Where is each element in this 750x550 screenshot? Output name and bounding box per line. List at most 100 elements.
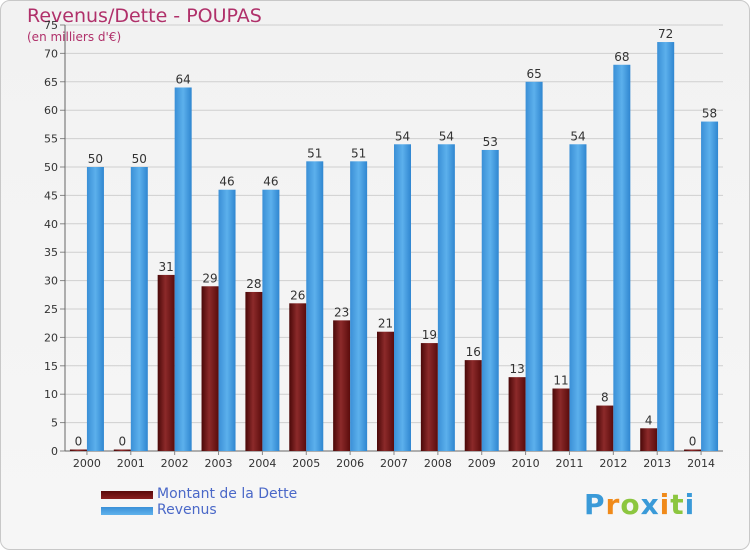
logo-letter: i xyxy=(659,488,671,521)
y-tick-label: 15 xyxy=(44,360,58,373)
data-label-dette: 16 xyxy=(466,345,481,359)
logo-letter: x xyxy=(640,488,660,521)
data-label-revenus: 72 xyxy=(658,27,673,41)
logo-letter: i xyxy=(684,488,696,521)
data-label-revenus: 54 xyxy=(395,129,410,143)
bar-revenus xyxy=(130,167,148,451)
y-tick-label: 40 xyxy=(44,218,58,231)
bar-dette xyxy=(289,303,307,451)
bar-dette xyxy=(508,377,526,451)
logo-letter: r xyxy=(605,488,621,521)
logo-letter: t xyxy=(670,488,685,521)
legend-swatch-revenus xyxy=(101,507,153,515)
bar-dette xyxy=(157,274,175,451)
data-label-revenus: 51 xyxy=(351,146,366,160)
data-label-dette: 31 xyxy=(159,260,174,274)
x-tick-label: 2013 xyxy=(643,457,671,470)
data-label-dette: 19 xyxy=(422,328,437,342)
legend-label-revenus: Revenus xyxy=(157,502,217,518)
bar-dette xyxy=(69,449,87,451)
x-tick-label: 2003 xyxy=(205,457,233,470)
x-tick-label: 2014 xyxy=(687,457,715,470)
data-label-revenus: 64 xyxy=(176,72,191,86)
bar-revenus xyxy=(306,161,324,451)
x-tick-label: 2007 xyxy=(380,457,408,470)
data-label-dette: 26 xyxy=(290,288,305,302)
data-label-dette: 0 xyxy=(118,435,126,449)
bar-dette xyxy=(552,388,570,451)
y-tick-label: 65 xyxy=(44,76,58,89)
bar-dette xyxy=(245,291,263,451)
y-tick-label: 0 xyxy=(51,445,58,458)
x-tick-label: 2009 xyxy=(468,457,496,470)
data-label-revenus: 50 xyxy=(132,152,147,166)
y-tick-label: 20 xyxy=(44,331,58,344)
data-label-revenus: 68 xyxy=(614,50,629,64)
bar-dette xyxy=(377,331,394,451)
data-label-revenus: 46 xyxy=(263,175,278,189)
bar-dette xyxy=(464,360,482,451)
logo-letter: o xyxy=(620,488,641,521)
y-tick-label: 55 xyxy=(44,133,58,146)
bar-dette xyxy=(333,320,351,451)
x-tick-label: 2002 xyxy=(161,457,189,470)
data-label-revenus: 50 xyxy=(88,152,103,166)
bar-revenus xyxy=(613,64,631,451)
x-tick-label: 2012 xyxy=(599,457,627,470)
bar-dette xyxy=(201,286,219,451)
data-label-dette: 28 xyxy=(246,277,261,291)
data-label-revenus: 53 xyxy=(483,135,498,149)
data-label-dette: 4 xyxy=(645,413,653,427)
x-tick-label: 2006 xyxy=(336,457,364,470)
data-label-revenus: 58 xyxy=(702,107,717,121)
bar-dette xyxy=(596,405,614,451)
bar-revenus xyxy=(525,81,543,452)
bar-revenus xyxy=(174,87,192,451)
bar-revenus xyxy=(218,189,236,451)
x-tick-label: 2005 xyxy=(292,457,320,470)
x-tick-label: 2001 xyxy=(117,457,145,470)
data-label-revenus: 46 xyxy=(219,175,234,189)
legend-label-dette: Montant de la Dette xyxy=(157,486,298,502)
chart-subtitle: (en milliers d'€) xyxy=(27,30,122,44)
y-tick-label: 10 xyxy=(44,388,58,401)
y-tick-label: 25 xyxy=(44,303,58,316)
bar-revenus xyxy=(657,42,675,451)
bar-revenus xyxy=(86,167,104,451)
data-label-dette: 0 xyxy=(689,435,697,449)
proxiti-logo: Proxiti xyxy=(584,488,695,521)
data-label-revenus: 51 xyxy=(307,146,322,160)
y-tick-label: 5 xyxy=(51,417,58,430)
data-label-dette: 11 xyxy=(553,374,568,388)
bar-dette xyxy=(420,343,438,451)
x-tick-label: 2008 xyxy=(424,457,452,470)
x-tick-label: 2011 xyxy=(555,457,583,470)
bar-revenus xyxy=(262,189,280,451)
data-label-dette: 23 xyxy=(334,305,349,319)
bar-revenus xyxy=(394,144,411,451)
data-label-revenus: 54 xyxy=(439,129,454,143)
x-tick-label: 2000 xyxy=(73,457,101,470)
y-tick-label: 70 xyxy=(44,47,58,60)
bar-revenus xyxy=(481,149,499,451)
y-tick-label: 60 xyxy=(44,104,58,117)
data-label-revenus: 54 xyxy=(570,129,585,143)
bar-revenus xyxy=(701,121,719,451)
logo-letter: P xyxy=(584,488,606,521)
data-label-dette: 21 xyxy=(378,317,393,331)
data-label-dette: 29 xyxy=(202,271,217,285)
y-tick-label: 35 xyxy=(44,246,58,259)
y-tick-label: 45 xyxy=(44,189,58,202)
data-label-dette: 8 xyxy=(601,391,609,405)
bar-revenus xyxy=(569,144,587,451)
x-tick-label: 2010 xyxy=(512,457,540,470)
bar-dette xyxy=(640,428,658,451)
data-label-dette: 0 xyxy=(75,435,83,449)
legend-swatch-dette xyxy=(101,491,153,499)
bar-revenus xyxy=(437,144,455,451)
y-tick-label: 50 xyxy=(44,161,58,174)
y-tick-label: 30 xyxy=(44,275,58,288)
bar-dette xyxy=(684,449,702,451)
